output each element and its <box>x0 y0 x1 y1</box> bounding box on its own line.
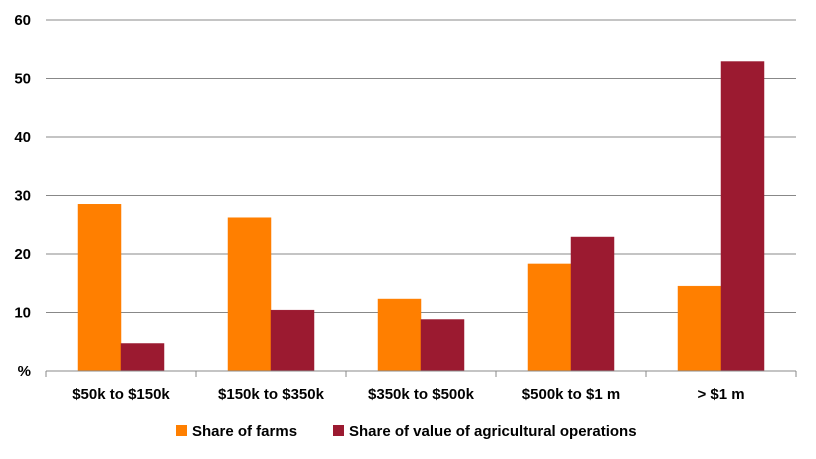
y-axis-tick-labels: % 10 20 30 40 50 60 <box>14 12 31 380</box>
legend-label: Share of farms <box>192 423 297 440</box>
bar-share-of-value <box>420 319 465 372</box>
bar-share-of-farms <box>527 263 572 372</box>
gridlines <box>46 19 796 313</box>
category-labels: $50k to $150k $150k to $350k $350k to $500… <box>72 386 744 403</box>
bar-share-of-value <box>120 343 165 372</box>
x-category-label: $500k to $1 m <box>522 386 620 403</box>
legend-swatch <box>176 425 187 436</box>
bar-share-of-value <box>720 61 765 372</box>
x-category-label: $50k to $150k <box>72 386 170 403</box>
y-tick-label: 60 <box>14 12 31 29</box>
y-tick-label: 50 <box>14 71 31 88</box>
x-category-label: > $1 m <box>697 386 744 403</box>
legend-label: Share of value of agricultural operation… <box>349 423 637 440</box>
y-tick-label: 30 <box>14 188 31 205</box>
bar-share-of-value <box>570 236 615 372</box>
y-tick-label: 20 <box>14 246 31 263</box>
bar-share-of-farms <box>377 298 422 372</box>
x-category-label: $150k to $350k <box>218 386 325 403</box>
bar-share-of-farms <box>77 204 122 372</box>
legend: Share of farms Share of value of agricult… <box>176 423 637 440</box>
y-tick-label: 40 <box>14 129 31 146</box>
bar-share-of-value <box>270 309 315 372</box>
x-category-label: $350k to $500k <box>368 386 475 403</box>
y-tick-label: 10 <box>14 305 31 322</box>
y-tick-label: % <box>18 363 31 380</box>
bars <box>77 61 765 372</box>
x-axis <box>45 370 797 377</box>
legend-swatch <box>333 425 344 436</box>
bar-share-of-farms <box>227 217 272 372</box>
bar-share-of-farms <box>677 285 722 372</box>
